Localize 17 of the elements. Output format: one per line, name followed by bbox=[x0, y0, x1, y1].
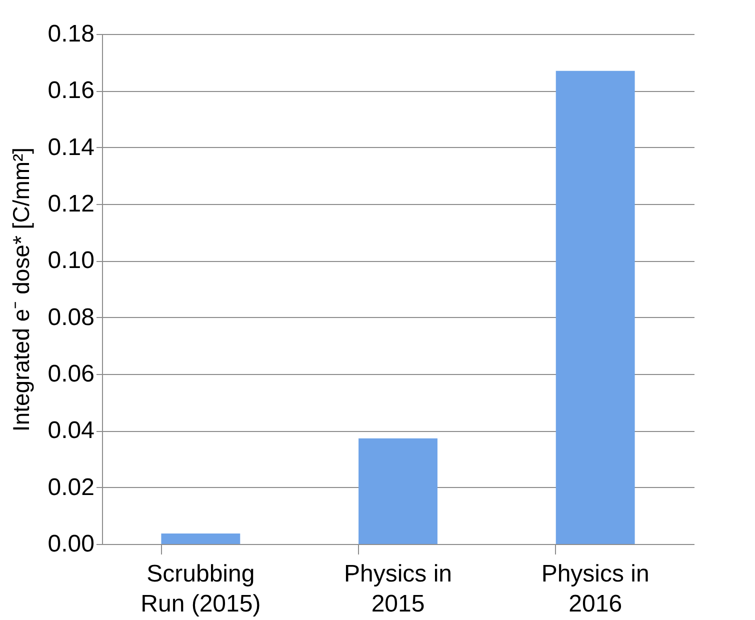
y-tick-label: 0.00 bbox=[48, 530, 94, 558]
y-tick-label: 0.18 bbox=[48, 20, 94, 48]
y-axis-title: Integrated e⁻ dose* [C/mm²] bbox=[8, 147, 34, 432]
x-tick-label: Physics in 2016 bbox=[541, 560, 650, 618]
y-tick-label: 0.16 bbox=[48, 77, 94, 104]
y-tick-label: 0.08 bbox=[48, 304, 94, 331]
bar bbox=[556, 70, 635, 544]
bar bbox=[161, 534, 240, 544]
y-tick-label: 0.10 bbox=[48, 247, 94, 274]
x-tick-label: Scrubbing Run (2015) bbox=[140, 560, 261, 618]
y-tick-label: 0.14 bbox=[48, 134, 94, 161]
y-tick-label: 0.02 bbox=[48, 474, 94, 501]
y-tick-label: 0.12 bbox=[48, 190, 94, 218]
y-tick-label: 0.04 bbox=[48, 417, 94, 444]
bar bbox=[358, 438, 438, 544]
x-tick-label: Physics in 2015 bbox=[344, 560, 452, 618]
y-tick-label: 0.06 bbox=[48, 360, 94, 388]
